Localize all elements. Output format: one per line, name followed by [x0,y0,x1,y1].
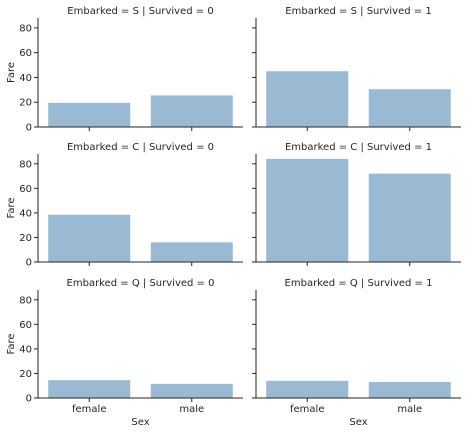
y-tick-label: 80 [19,295,32,306]
y-tick-label: 0 [26,394,32,405]
panel-title: Embarked = C | Survived = 0 [67,142,214,153]
y-tick-label: 80 [19,159,32,170]
x-tick-label: male [179,404,204,415]
panel-title: Embarked = Q | Survived = 0 [67,278,215,289]
bar-male [368,173,451,262]
y-axis-label: Fare [6,333,17,354]
y-tick-label: 40 [19,208,32,219]
y-tick-label: 60 [19,184,32,195]
y-tick-label: 40 [19,73,32,84]
panel-title: Embarked = S | Survived = 0 [67,6,213,17]
bar-male [368,89,451,127]
x-tick-label: male [397,404,422,415]
x-axis-label: Sex [131,417,149,428]
y-tick-label: 60 [19,320,32,331]
y-axis-label: Fare [6,62,17,83]
bar-male [150,383,233,398]
y-tick-label: 60 [19,48,32,59]
panel-title: Embarked = S | Survived = 1 [285,6,431,17]
y-tick-label: 0 [26,123,32,134]
bar-male [150,242,233,262]
y-tick-label: 20 [19,233,32,244]
bar-female [48,380,131,398]
panel-title: Embarked = C | Survived = 1 [285,142,432,153]
bar-male [150,95,233,127]
y-axis-label: Fare [6,197,17,218]
bar-female [48,214,131,262]
bar-female [266,71,349,127]
y-tick-label: 20 [19,98,32,109]
y-tick-label: 20 [19,369,32,380]
y-tick-label: 80 [19,23,32,34]
bar-female [48,102,131,127]
bar-female [266,380,349,398]
y-tick-label: 0 [26,258,32,269]
panel-title: Embarked = Q | Survived = 1 [285,278,433,289]
x-axis-label: Sex [349,417,367,428]
bar-female [266,158,349,262]
x-tick-label: female [72,404,106,415]
x-tick-label: female [290,404,324,415]
y-tick-label: 40 [19,344,32,355]
bar-male [368,382,451,398]
